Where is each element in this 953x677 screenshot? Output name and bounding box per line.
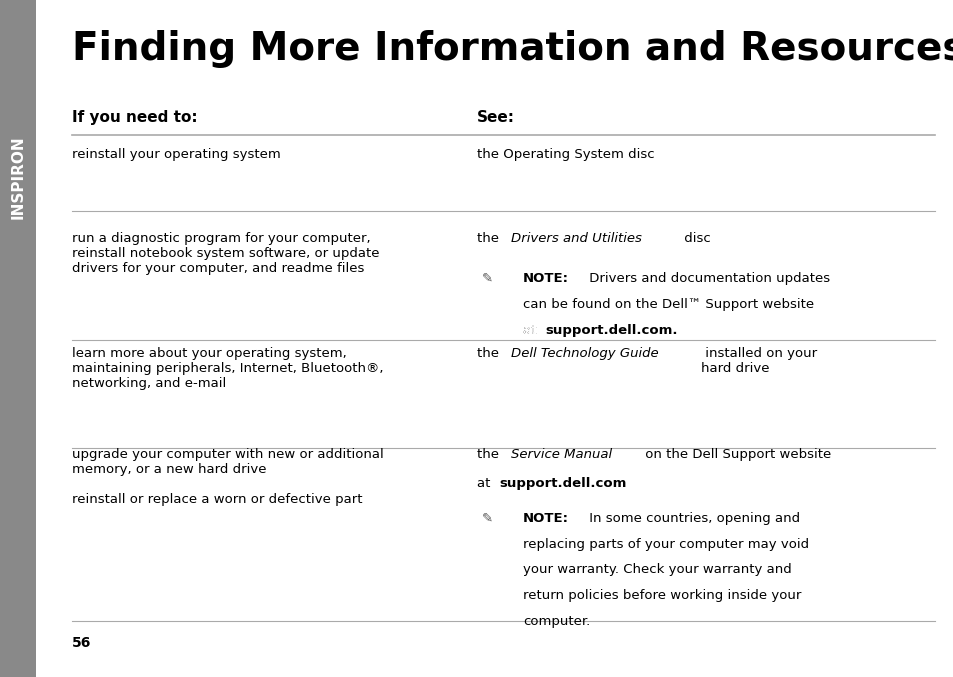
Text: at: at <box>522 324 539 336</box>
Text: installed on your
hard drive: installed on your hard drive <box>700 347 817 374</box>
Text: support.dell.com: support.dell.com <box>499 477 626 489</box>
Text: INSPIRON: INSPIRON <box>10 135 26 219</box>
Text: NOTE:: NOTE: <box>522 512 568 525</box>
Text: the: the <box>476 448 503 461</box>
Text: the: the <box>476 232 503 244</box>
Text: NOTE:: NOTE: <box>522 272 568 285</box>
Text: computer.: computer. <box>522 615 589 628</box>
Text: Drivers and documentation updates: Drivers and documentation updates <box>584 272 829 285</box>
Text: your warranty. Check your warranty and: your warranty. Check your warranty and <box>522 563 791 576</box>
Text: 56: 56 <box>71 636 91 651</box>
Text: Dell Technology Guide: Dell Technology Guide <box>511 347 658 359</box>
Text: reinstall your operating system: reinstall your operating system <box>71 148 280 160</box>
Text: the Operating System disc: the Operating System disc <box>476 148 654 160</box>
Text: at: at <box>522 324 539 336</box>
Text: Service Manual: Service Manual <box>511 448 612 461</box>
Text: at: at <box>522 324 539 336</box>
Text: If you need to:: If you need to: <box>71 110 197 125</box>
Text: support.dell.com.: support.dell.com. <box>545 324 678 336</box>
Text: replacing parts of your computer may void: replacing parts of your computer may voi… <box>522 538 808 550</box>
Text: learn more about your operating system,
maintaining peripherals, Internet, Bluet: learn more about your operating system, … <box>71 347 383 390</box>
Text: return policies before working inside your: return policies before working inside yo… <box>522 589 801 602</box>
Text: In some countries, opening and: In some countries, opening and <box>584 512 800 525</box>
Text: upgrade your computer with new or additional
memory, or a new hard drive

reinst: upgrade your computer with new or additi… <box>71 448 383 506</box>
Text: ✎: ✎ <box>481 272 493 285</box>
Text: disc: disc <box>679 232 710 244</box>
Text: at: at <box>522 324 539 336</box>
Text: See:: See: <box>476 110 515 125</box>
Text: run a diagnostic program for your computer,
reinstall notebook system software, : run a diagnostic program for your comput… <box>71 232 378 275</box>
Text: Drivers and Utilities: Drivers and Utilities <box>511 232 641 244</box>
Text: the: the <box>476 347 503 359</box>
Text: can be found on the Dell™ Support website: can be found on the Dell™ Support websit… <box>522 298 813 311</box>
Text: Finding More Information and Resources: Finding More Information and Resources <box>71 30 953 68</box>
Text: ✎: ✎ <box>481 512 493 525</box>
Text: on the Dell Support website: on the Dell Support website <box>640 448 831 461</box>
Text: at: at <box>476 477 494 489</box>
FancyBboxPatch shape <box>0 0 36 677</box>
